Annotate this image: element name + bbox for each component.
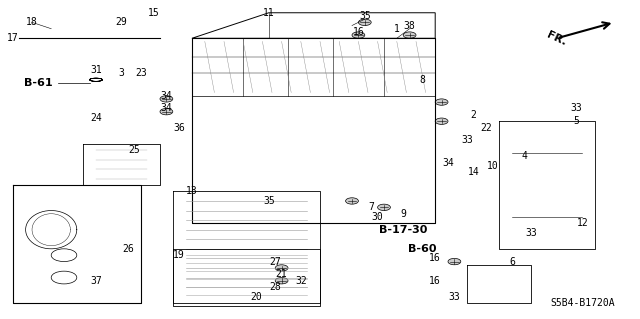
- Text: 10: 10: [487, 161, 499, 171]
- Text: 33: 33: [461, 135, 473, 145]
- Text: 18: 18: [26, 17, 38, 27]
- Text: 37: 37: [90, 276, 102, 286]
- Text: 24: 24: [90, 113, 102, 123]
- Text: B-61: B-61: [24, 78, 52, 88]
- Text: S5B4-B1720A: S5B4-B1720A: [550, 298, 615, 308]
- Text: 8: 8: [419, 75, 426, 85]
- Text: 26: 26: [122, 244, 134, 254]
- Text: 34: 34: [161, 103, 172, 114]
- Circle shape: [448, 258, 461, 265]
- Text: 33: 33: [570, 103, 582, 114]
- Text: FR.: FR.: [545, 29, 568, 47]
- Text: 25: 25: [129, 145, 140, 155]
- Text: 5: 5: [573, 116, 579, 126]
- Circle shape: [160, 108, 173, 115]
- Text: 9: 9: [400, 209, 406, 219]
- Text: 6: 6: [509, 256, 515, 267]
- Text: 19: 19: [173, 250, 185, 260]
- Text: 36: 36: [173, 122, 185, 133]
- Circle shape: [358, 19, 371, 26]
- Circle shape: [275, 265, 288, 271]
- Text: 16: 16: [429, 253, 441, 263]
- Text: 16: 16: [429, 276, 441, 286]
- Text: 33: 33: [525, 228, 537, 238]
- Circle shape: [352, 32, 365, 38]
- Text: 32: 32: [295, 276, 307, 286]
- Text: 27: 27: [269, 256, 281, 267]
- Text: 38: 38: [404, 20, 415, 31]
- Text: 20: 20: [250, 292, 262, 302]
- Text: 1: 1: [394, 24, 400, 34]
- Text: 13: 13: [186, 186, 198, 197]
- Text: 34: 34: [442, 158, 454, 168]
- Text: 30: 30: [372, 212, 383, 222]
- Text: 7: 7: [368, 202, 374, 212]
- Circle shape: [378, 204, 390, 211]
- Text: 35: 35: [359, 11, 371, 21]
- Text: 28: 28: [269, 282, 281, 292]
- Text: 23: 23: [135, 68, 147, 78]
- Text: 17: 17: [7, 33, 19, 43]
- Text: B-60: B-60: [408, 244, 436, 254]
- Text: 35: 35: [263, 196, 275, 206]
- Text: 4: 4: [522, 151, 528, 161]
- Text: 2: 2: [470, 110, 477, 120]
- Circle shape: [275, 278, 288, 284]
- Text: 33: 33: [449, 292, 460, 302]
- Circle shape: [435, 99, 448, 105]
- Text: 34: 34: [161, 91, 172, 101]
- Text: 29: 29: [116, 17, 127, 27]
- Text: 31: 31: [90, 65, 102, 75]
- Text: 14: 14: [468, 167, 479, 177]
- Text: 21: 21: [276, 269, 287, 279]
- Text: B-17-30: B-17-30: [379, 225, 428, 235]
- Text: 12: 12: [577, 218, 588, 228]
- Text: 3: 3: [118, 68, 125, 78]
- Circle shape: [346, 198, 358, 204]
- Circle shape: [160, 96, 173, 102]
- Text: 16: 16: [353, 27, 364, 37]
- Circle shape: [403, 32, 416, 38]
- Text: 22: 22: [481, 122, 492, 133]
- Text: 11: 11: [263, 8, 275, 18]
- Text: 15: 15: [148, 8, 159, 18]
- Circle shape: [435, 118, 448, 124]
